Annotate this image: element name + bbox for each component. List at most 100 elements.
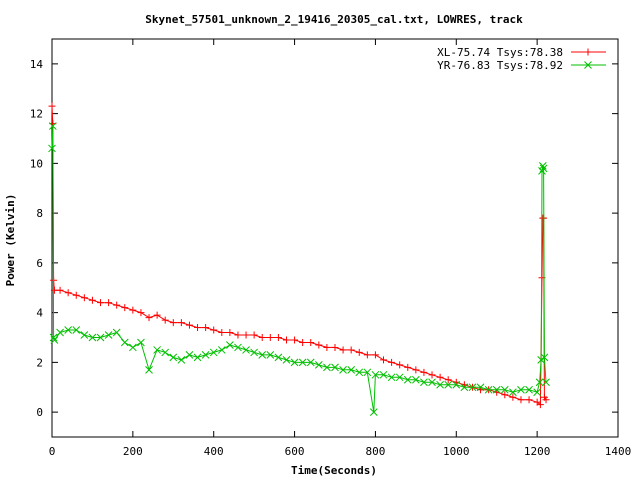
series-yr — [48, 122, 550, 416]
data-point — [274, 353, 283, 362]
data-point — [185, 321, 193, 329]
data-point — [250, 348, 258, 357]
data-point — [218, 329, 226, 337]
data-point — [533, 388, 541, 397]
data-point — [412, 375, 420, 384]
x-tick-label: 0 — [49, 445, 56, 458]
x-tick-label: 800 — [365, 445, 385, 458]
legend-marker — [584, 61, 592, 69]
data-point — [129, 343, 137, 352]
data-point — [476, 383, 485, 392]
data-point — [420, 368, 428, 376]
data-point — [161, 348, 170, 357]
data-point — [242, 346, 250, 354]
series-line — [51, 126, 547, 413]
data-point — [56, 286, 64, 294]
data-point — [517, 385, 525, 394]
data-point — [380, 356, 388, 364]
data-point — [428, 371, 436, 379]
data-point — [355, 348, 363, 356]
data-point — [492, 385, 501, 394]
data-point — [525, 385, 533, 394]
y-tick-label: 2 — [36, 356, 43, 369]
y-axis: 0 2 4 6 8 10 12 14 — [30, 58, 618, 419]
x-tick-label: 400 — [204, 445, 224, 458]
y-tick-label: 12 — [30, 108, 43, 121]
data-point — [444, 380, 453, 389]
data-point — [64, 289, 72, 297]
data-point — [535, 378, 544, 387]
y-tick-label: 14 — [30, 58, 44, 71]
data-point — [540, 353, 549, 362]
data-point — [460, 383, 469, 392]
data-point — [484, 385, 493, 394]
data-point — [56, 328, 64, 337]
data-point — [210, 326, 218, 334]
data-point — [145, 314, 153, 322]
data-point — [121, 304, 129, 312]
data-point — [388, 358, 396, 366]
data-point — [395, 373, 404, 382]
data-point — [306, 358, 315, 367]
data-point — [258, 351, 267, 359]
data-point — [96, 333, 105, 342]
y-tick-label: 8 — [36, 207, 43, 220]
data-point — [509, 388, 517, 397]
data-point — [153, 311, 161, 319]
data-point — [242, 331, 250, 339]
data-point — [112, 328, 121, 337]
x-tick-label: 200 — [123, 445, 143, 458]
data-point — [145, 365, 153, 374]
data-point — [282, 356, 291, 364]
data-point — [323, 343, 331, 351]
data-point — [307, 338, 315, 346]
y-tick-label: 4 — [36, 307, 43, 320]
y-tick-label: 0 — [36, 406, 43, 419]
data-point — [105, 299, 113, 307]
data-point — [266, 351, 275, 359]
data-point — [48, 102, 56, 110]
y-tick-label: 6 — [36, 257, 43, 270]
data-point — [331, 363, 339, 372]
x-tick-label: 1400 — [605, 445, 632, 458]
data-point — [371, 351, 379, 359]
data-point — [291, 336, 299, 344]
data-point — [444, 376, 452, 384]
data-point — [339, 346, 347, 354]
data-point — [153, 346, 161, 354]
data-point — [436, 373, 444, 381]
data-point — [226, 329, 234, 337]
data-point — [202, 324, 210, 332]
y-axis-label: Power (Kelvin) — [4, 194, 17, 287]
data-point — [298, 358, 307, 367]
data-point — [331, 343, 339, 351]
data-point — [258, 334, 266, 341]
data-point — [274, 334, 282, 341]
data-point — [217, 346, 226, 354]
data-point — [315, 341, 323, 349]
x-tick-label: 1200 — [524, 445, 551, 458]
data-point — [404, 363, 412, 371]
data-point — [403, 375, 412, 384]
data-point — [299, 338, 307, 346]
data-point — [323, 363, 331, 372]
data-point — [88, 333, 97, 342]
data-point — [266, 334, 274, 341]
series-layer — [48, 102, 550, 416]
x-tick-label: 600 — [285, 445, 305, 458]
x-axis-label: Time(Seconds) — [291, 464, 377, 477]
data-point — [49, 333, 58, 342]
data-point — [539, 164, 548, 173]
data-point — [282, 336, 290, 344]
data-point — [538, 162, 547, 170]
data-point — [290, 358, 299, 367]
data-point — [161, 316, 169, 324]
data-point — [185, 351, 194, 359]
series-line — [51, 106, 547, 406]
data-point — [347, 365, 356, 374]
data-point — [48, 144, 56, 153]
data-point — [234, 331, 242, 339]
data-point — [169, 353, 178, 362]
data-point — [452, 380, 461, 389]
